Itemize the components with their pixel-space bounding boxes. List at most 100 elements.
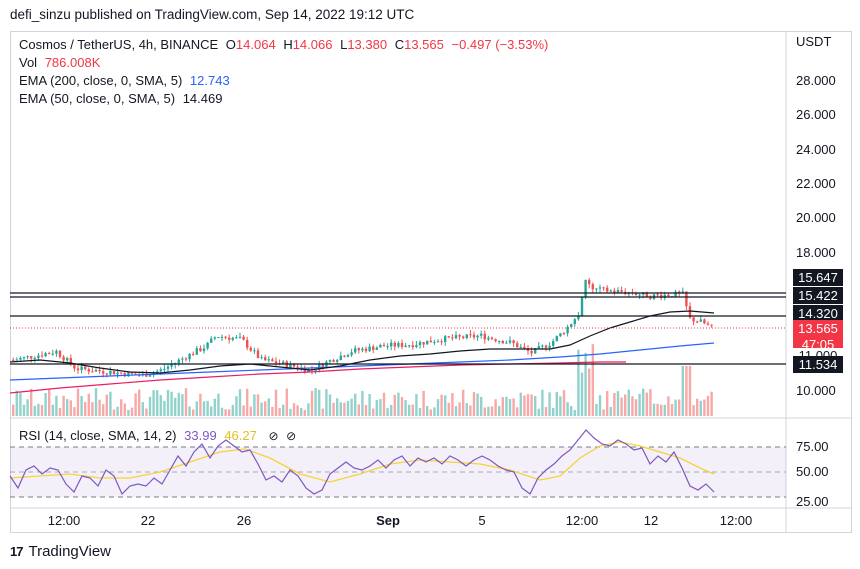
volume-bar: [166, 389, 170, 416]
volume-bar: [156, 390, 159, 416]
volume-bar: [361, 390, 364, 416]
candle-body: [379, 344, 382, 348]
volume-bar: [670, 404, 674, 416]
candle-body: [271, 359, 274, 362]
candle-body: [332, 359, 335, 362]
ma-red-line: [9, 361, 626, 394]
volume-bar: [555, 392, 558, 416]
rsi-label[interactable]: RSI (14, close, SMA, 14, 2): [19, 428, 177, 443]
volume-bar: [516, 407, 519, 416]
volume-bar: [242, 405, 245, 416]
ema200-label[interactable]: EMA (200, close, 0, SMA, 5): [19, 73, 183, 88]
volume-bar: [386, 408, 389, 416]
volume-bar: [422, 390, 425, 416]
candle-body: [181, 358, 184, 360]
volume-bar: [548, 392, 551, 416]
volume-bar: [289, 408, 292, 416]
volume-bar: [613, 393, 616, 416]
candle-body: [84, 366, 87, 370]
high-label: H: [283, 37, 293, 52]
volume-bar: [307, 403, 310, 416]
volume-bar: [375, 400, 378, 416]
volume-bar: [591, 344, 594, 416]
candle-body: [51, 353, 54, 355]
candle-body: [22, 356, 26, 359]
volume-bar: [220, 407, 224, 416]
volume-bar: [116, 406, 119, 416]
volume-bar: [642, 388, 645, 416]
volume-bar: [400, 397, 404, 416]
volume-bar: [264, 401, 267, 416]
volume-label[interactable]: Vol: [19, 55, 38, 70]
volume-bar: [58, 408, 62, 416]
candle-body: [588, 279, 591, 285]
time-tick-label: 12:00: [720, 513, 753, 528]
price-ticks: 28.000 26.000 24.000 22.000 20.000 18.000 10.0…: [796, 73, 836, 398]
candle-body: [400, 342, 404, 347]
candle-body: [328, 359, 332, 362]
volume-bar: [310, 390, 314, 416]
candle-body: [584, 279, 587, 298]
candle-body: [102, 371, 105, 374]
volume-bar: [541, 389, 544, 416]
candle-body: [109, 370, 112, 375]
volume-bar: [51, 404, 54, 416]
candle-body: [159, 369, 162, 372]
price-tick-label: 18.000: [796, 245, 836, 260]
candle-body: [465, 334, 468, 339]
candle-body: [418, 342, 422, 346]
volume-bar: [465, 403, 468, 416]
volume-bar: [458, 402, 461, 416]
volume-bar: [213, 398, 216, 416]
volume-bar: [570, 406, 573, 416]
candle-body: [256, 350, 260, 358]
candle-body: [192, 353, 195, 355]
candle-body: [145, 373, 148, 377]
candle-body: [472, 334, 476, 338]
volume-bar: [627, 389, 630, 416]
time-tick-label: 5: [478, 513, 485, 528]
low-label: L: [340, 37, 348, 52]
legend-row-rsi: RSI (14, close, SMA, 14, 2) 33.99 46.27 …: [19, 428, 300, 443]
volume-bar: [580, 372, 584, 416]
candle-body: [490, 337, 494, 340]
candle-body: [246, 339, 249, 348]
candle-body: [458, 335, 461, 337]
volume-bar: [415, 394, 418, 416]
candle-body: [66, 358, 69, 361]
tradingview-brand[interactable]: 17 TradingView: [10, 543, 111, 560]
time-tick-label: 12: [644, 513, 658, 528]
volume-bar: [688, 366, 692, 416]
hidden-eye-icon[interactable]: ⊘: [268, 429, 279, 443]
candle-body: [210, 338, 213, 343]
candle-body: [33, 358, 36, 360]
volume-bar: [346, 400, 350, 416]
volume-bars: [12, 344, 713, 416]
volume-bar: [98, 399, 101, 416]
volume-bar: [30, 388, 33, 416]
ema50-label[interactable]: EMA (50, close, 0, SMA, 5): [19, 91, 176, 106]
volume-bar: [483, 407, 486, 416]
symbol-name[interactable]: Cosmos / TetherUS, 4h, BINANCE: [19, 37, 219, 52]
volume-bar: [494, 399, 497, 416]
open-value: 14.064: [235, 37, 276, 52]
level-tag-1: 15.647: [793, 269, 843, 286]
brand-name: TradingView: [28, 543, 112, 560]
volume-bar: [681, 366, 684, 416]
candle-body: [562, 333, 566, 335]
volume-bar: [336, 398, 339, 416]
candle-body: [595, 288, 598, 290]
volume-bar: [170, 391, 173, 416]
hidden-eye-icon-2[interactable]: ⊘: [286, 429, 297, 443]
volume-bar: [328, 394, 332, 416]
volume-bar: [598, 395, 602, 416]
candle-body: [577, 315, 580, 320]
volume-bar: [476, 393, 479, 416]
candle-body: [476, 335, 479, 338]
candle-body: [120, 372, 123, 374]
candle-body: [213, 337, 216, 339]
candle-body: [249, 347, 252, 351]
volume-bar: [703, 399, 706, 416]
volume-bar: [87, 393, 90, 416]
